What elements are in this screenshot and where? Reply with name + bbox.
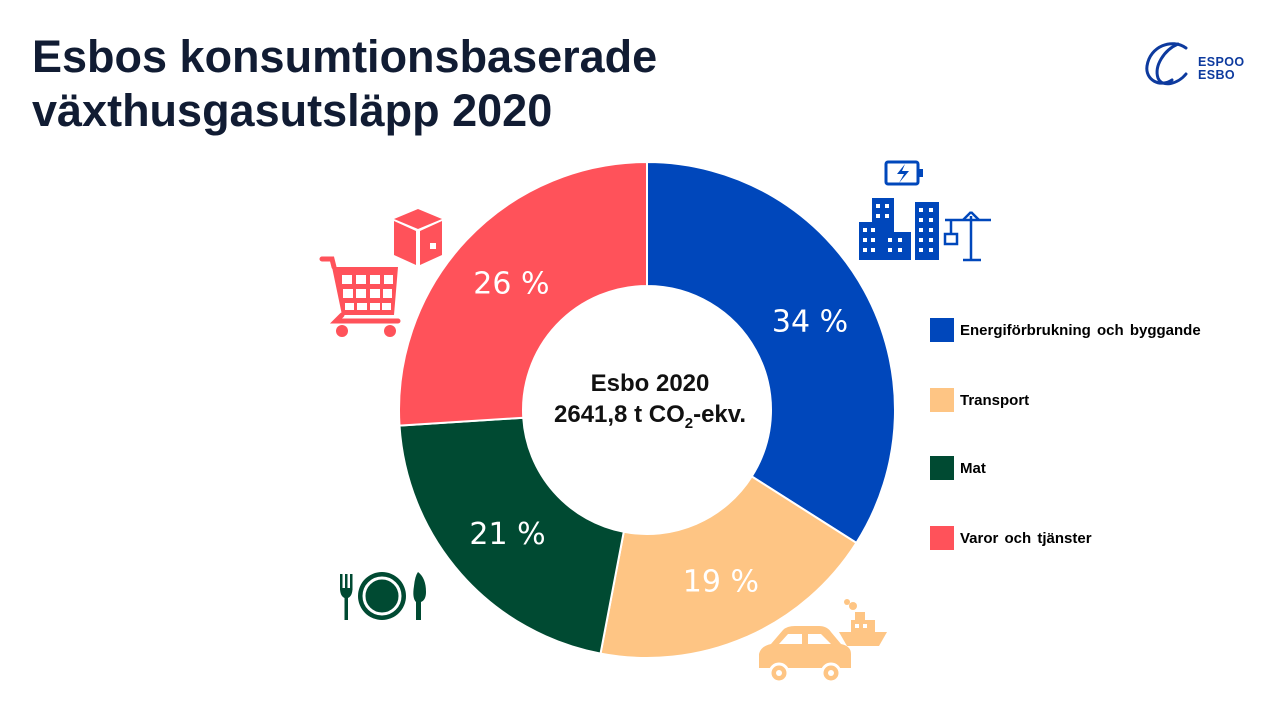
- legend-item-varor-och-tjanster: Varor och tjänster: [930, 526, 1270, 552]
- slice-energiforbrukning-och-byggande: [646, 160, 896, 545]
- title-line-2: växthusgasutsläpp 2020: [32, 85, 553, 136]
- data-label-varor-och-tjanster: 26 %: [473, 267, 549, 302]
- legend-item-energiforbrukning-och-byggande: Energiförbrukning och byggande: [930, 318, 1270, 344]
- data-label-energiforbrukning-och-byggande: 34 %: [772, 304, 848, 339]
- logo-line-2: ESBO: [1198, 68, 1236, 82]
- center-label-value: 2641,8 t CO: [554, 401, 685, 428]
- battery-buildings-crane-icon: [859, 160, 991, 262]
- page-title: Esbos konsumtionsbaserade växthusgasutsl…: [32, 30, 657, 138]
- espoo-logo-icon: [1145, 42, 1188, 86]
- legend-swatch: [930, 526, 954, 550]
- logo-line-1: ESPOO: [1198, 55, 1245, 69]
- legend-swatch: [930, 456, 954, 480]
- legend-label: Energiförbrukning och byggande: [960, 322, 1201, 339]
- center-label-title: Esbo 2020: [590, 370, 710, 397]
- data-label-mat: 21 %: [469, 517, 545, 552]
- legend-item-mat: Mat: [930, 456, 1270, 482]
- legend-label: Mat: [960, 460, 986, 477]
- donut-center-label: Esbo 2020 2641,8 t CO2-ekv.: [500, 368, 800, 439]
- donut-slices: [398, 160, 896, 659]
- espoo-logo: ESPOO ESBO: [1142, 36, 1252, 96]
- center-label-total: 2641,8 t CO2-ekv.: [500, 399, 800, 439]
- center-label-suffix: -ekv.: [693, 401, 746, 428]
- slice-mat: [398, 416, 625, 655]
- legend-label: Varor och tjänster: [960, 530, 1092, 547]
- cart-box-icon: [319, 209, 442, 337]
- logo-text: ESPOO ESBO: [1198, 56, 1244, 82]
- legend-swatch: [930, 388, 954, 412]
- legend-item-transport: Transport: [930, 388, 1270, 414]
- title-line-1: Esbos konsumtionsbaserade: [32, 31, 658, 82]
- plate-cutlery-icon: [340, 572, 426, 620]
- data-label-transport: 19 %: [683, 565, 759, 600]
- center-label-subscript: 2: [684, 414, 694, 432]
- car-ship-icon: [759, 599, 887, 684]
- slice-transport: [599, 475, 858, 659]
- legend-swatch: [930, 318, 954, 342]
- donut-data-labels: 34 % 19 % 21 % 26 %: [469, 267, 848, 600]
- slice-varor-och-tjanster: [398, 160, 648, 427]
- legend-label: Transport: [960, 392, 1030, 409]
